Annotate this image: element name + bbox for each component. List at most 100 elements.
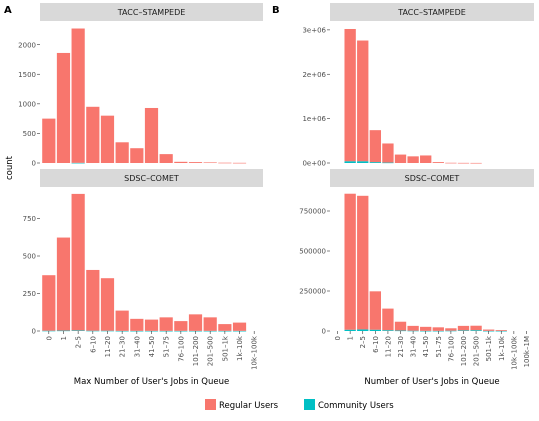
legend-label-regular: Regular Users	[219, 401, 279, 411]
x-tick-label: 101–200	[460, 336, 468, 366]
bar-regular-2	[71, 28, 85, 163]
y-tick-label: 750	[23, 215, 36, 223]
x-tick-label: 10k–100k	[510, 335, 518, 370]
bar-regular-6	[407, 156, 419, 163]
y-tick-label: 0	[322, 328, 326, 336]
facet-title: SDSC–COMET	[405, 174, 460, 183]
x-tick-label: 31–40	[133, 336, 141, 357]
legend-key-community	[304, 399, 315, 410]
panel-label: A	[4, 5, 12, 16]
bar-community-2	[357, 329, 369, 331]
bar-regular-8	[159, 154, 173, 163]
x-tick-label: 41–50	[422, 336, 430, 357]
y-tick-label: 2e+06	[302, 71, 326, 79]
x-tick-label: 501–1k	[485, 335, 493, 361]
bar-community-4	[382, 162, 394, 164]
bar-community-11	[470, 330, 482, 331]
legend-label-community: Community Users	[318, 401, 394, 411]
legend-key-regular	[205, 399, 216, 410]
x-tick-label: 11–20	[384, 336, 392, 357]
bar-regular-8	[159, 317, 173, 331]
y-tick-label: 1500	[18, 71, 36, 79]
x-tick-label: 41–50	[148, 336, 156, 357]
y-tick-label: 500	[23, 253, 36, 261]
x-tick-label: 51–75	[435, 336, 443, 357]
bar-regular-7	[144, 107, 159, 163]
bar-regular-10	[188, 162, 203, 163]
bar-regular-11	[203, 317, 217, 331]
facet-strip	[40, 3, 263, 21]
bar-regular-5	[115, 310, 129, 331]
bar-regular-8	[432, 162, 444, 163]
legend: Regular Users Community Users	[205, 399, 394, 411]
bar-regular-9	[445, 162, 457, 164]
x-tick-label: 201–500	[473, 336, 481, 366]
y-tick-label: 1000	[18, 100, 36, 108]
bar-regular-11	[470, 162, 482, 164]
bar-regular-2	[357, 40, 369, 162]
y-axis-title: count	[5, 155, 15, 180]
bar-regular-12	[218, 324, 232, 331]
x-tick-label: 2–5	[359, 336, 367, 348]
facet-strip	[330, 169, 534, 187]
facet-title: TACC–STAMPEDE	[117, 8, 186, 17]
bar-regular-1	[56, 52, 71, 164]
bar-regular-11	[470, 325, 482, 331]
bar-regular-13	[495, 330, 507, 331]
x-tick-label: 501–1k	[221, 335, 229, 361]
bar-community-2	[71, 330, 85, 331]
facet-tacc-stampede: TACC–STAMPEDE 0 500 1000 1500 2000	[18, 3, 263, 168]
y-tick-label: 250000	[299, 288, 326, 296]
y-tick-label: 2000	[18, 41, 36, 49]
bar-regular-4	[100, 115, 115, 163]
bar-community-3	[369, 329, 381, 331]
bar-regular-7	[144, 319, 159, 331]
panel-a: A TACC–STAMPEDE0500100015002000SDSC–COMET…	[4, 3, 263, 387]
bar-regular-8	[432, 327, 444, 331]
bar-regular-5	[394, 321, 407, 331]
bar-regular-5	[394, 154, 407, 163]
bar-regular-7	[420, 155, 432, 163]
bar-community-9	[445, 330, 457, 332]
x-tick-label: 6–10	[372, 336, 380, 353]
bar-community-2	[357, 161, 369, 163]
x-tick-label: 201–500	[207, 336, 215, 366]
facet-title: TACC–STAMPEDE	[397, 8, 466, 17]
bar-community-4	[382, 330, 394, 331]
y-tick-label: 500	[23, 130, 36, 138]
y-tick-label: 1e+06	[302, 115, 326, 123]
panel-label: B	[272, 5, 280, 16]
bar-regular-11	[203, 162, 217, 164]
facet-title: SDSC–COMET	[124, 174, 179, 183]
bar-regular-2	[71, 193, 85, 331]
x-tick-label: 51–75	[163, 336, 171, 357]
bar-regular-0	[42, 275, 56, 331]
bar-community-3	[369, 162, 381, 163]
x-tick-label: 101–200	[192, 336, 200, 366]
facet-sdsc-comet: SDSC–COMET 0 250000 500000 750000	[299, 169, 534, 336]
x-tick-label: 1	[347, 336, 355, 340]
bar-regular-9	[174, 321, 188, 331]
bar-regular-7	[420, 326, 432, 331]
x-tick-label: 76–100	[447, 336, 455, 362]
x-tick-label: 1	[60, 336, 68, 340]
panel-b: B TACC–STAMPEDE 0e+00 1e+06 2e+06 3e+06 SDSC–C…	[272, 3, 534, 387]
x-tick-label: 31–40	[410, 336, 418, 357]
x-tick-label: 1k–10k	[498, 335, 506, 361]
y-tick-label: 250	[23, 290, 36, 298]
x-tick-label: 76–100	[177, 336, 185, 362]
x-tick-label: 6–10	[89, 336, 97, 353]
bar-regular-12	[483, 329, 495, 331]
bar-regular-3	[86, 106, 100, 163]
bar-regular-6	[130, 318, 144, 331]
facet-strip	[40, 169, 263, 187]
x-tick-label: 0	[334, 336, 342, 340]
y-tick-label: 0	[32, 160, 36, 168]
bar-regular-10	[188, 314, 203, 331]
bar-regular-1	[56, 237, 71, 331]
bar-regular-12	[218, 162, 232, 164]
bar-community-1	[344, 161, 356, 163]
bar-community-2	[71, 162, 85, 164]
x-axis-title: Number of User's Jobs in Queue	[364, 377, 499, 387]
y-tick-label: 750000	[299, 208, 326, 216]
